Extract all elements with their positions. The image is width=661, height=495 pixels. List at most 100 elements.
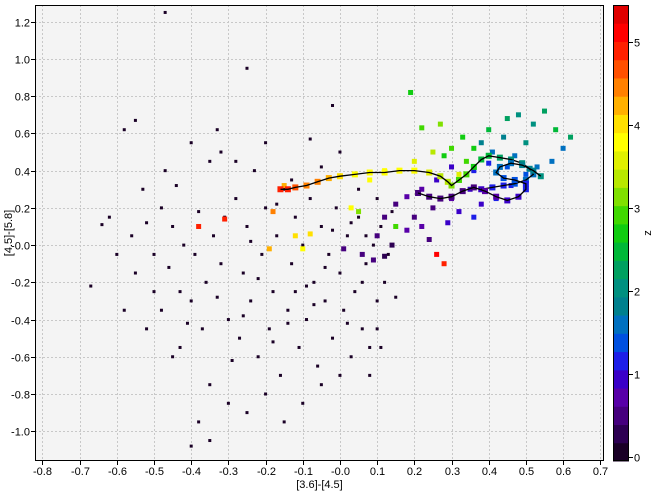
track-point <box>537 173 544 180</box>
colorbar-tick-label: 2 <box>634 287 640 299</box>
field-point <box>301 401 305 405</box>
x-tick-label: -0.5 <box>145 466 164 478</box>
colored-point <box>222 216 228 222</box>
field-point <box>212 234 216 238</box>
field-point <box>371 243 375 247</box>
y-tick-label: -0.4 <box>11 316 30 328</box>
colorbar-band <box>613 260 629 280</box>
colored-point <box>437 121 443 127</box>
colorbar-band <box>613 187 629 207</box>
track-line <box>417 162 542 202</box>
field-point <box>275 234 279 238</box>
colorbar-band <box>613 315 629 334</box>
field-point <box>252 169 256 173</box>
colored-point <box>523 140 529 146</box>
colored-point <box>456 209 462 215</box>
colorbar-band <box>613 333 629 353</box>
colored-point <box>445 220 451 226</box>
field-point <box>386 252 390 256</box>
field-point <box>197 210 201 214</box>
field-point <box>349 355 353 359</box>
field-point <box>163 169 167 173</box>
field-point <box>245 224 249 228</box>
field-point <box>238 336 242 340</box>
colorbar-band <box>613 41 629 61</box>
field-point <box>375 299 379 303</box>
tracks <box>277 152 544 204</box>
field-point <box>167 265 171 269</box>
x-tick-label: 0.7 <box>593 466 608 478</box>
field-point <box>264 392 268 396</box>
field-point <box>345 321 349 325</box>
y-tick-label: 1.2 <box>15 18 30 30</box>
x-tick-label: -0.8 <box>33 466 52 478</box>
colored-point <box>486 160 492 166</box>
field-point <box>241 271 245 275</box>
field-point <box>353 290 357 294</box>
colorbar-band <box>613 278 629 298</box>
colorbar-band <box>613 406 629 426</box>
field-point <box>152 252 156 256</box>
field-point <box>394 295 398 299</box>
field-point <box>323 265 327 269</box>
colored-point <box>471 145 477 151</box>
field-point <box>379 224 383 228</box>
field-point <box>271 290 275 294</box>
colorbar-band <box>613 169 629 188</box>
colored-point <box>463 158 469 164</box>
colorbar-band <box>613 5 629 24</box>
field-point <box>364 262 368 266</box>
colored-point <box>434 251 440 257</box>
field-point <box>249 239 253 243</box>
colored-point <box>530 121 536 127</box>
colored-point <box>426 237 432 243</box>
field-point <box>375 327 379 331</box>
field-point <box>293 215 297 219</box>
colored-point <box>512 153 518 159</box>
field-point <box>338 150 342 154</box>
colorbar-tick-label: 4 <box>634 121 640 133</box>
colorbar-band <box>613 150 629 170</box>
colored-point <box>504 164 510 170</box>
colored-point <box>419 223 425 229</box>
field-point <box>163 10 167 14</box>
field-point <box>390 210 394 214</box>
colorbar-band <box>613 369 629 389</box>
x-axis-title: [3.6]-[4.5] <box>296 479 342 491</box>
colorbar-band <box>613 442 629 462</box>
y-tick-label: -0.0 <box>11 241 30 253</box>
plot-frame <box>35 5 604 461</box>
x-tick-label: 0.5 <box>519 466 534 478</box>
field-point <box>204 280 208 284</box>
colored-point <box>419 186 425 192</box>
colorbar-title: z <box>642 230 654 236</box>
field-point <box>316 364 320 368</box>
field-point <box>219 262 223 266</box>
field-point <box>182 243 186 247</box>
field-point <box>174 184 178 188</box>
colorbar-band <box>613 59 629 79</box>
colorbar-tick-label: 0 <box>634 453 640 465</box>
colorbar-axis: 0 1 2 3 4 5 <box>629 38 640 465</box>
y-tick-label: -0.6 <box>11 353 30 365</box>
field-point <box>226 401 230 405</box>
y-tick-label: 0.6 <box>15 129 30 141</box>
field-point <box>152 290 156 294</box>
colored-point <box>281 183 287 189</box>
field-point <box>264 206 268 210</box>
colored-point <box>441 153 447 159</box>
colorbar-band <box>613 132 629 152</box>
field-point <box>304 284 308 288</box>
x-tick-label: -0.2 <box>257 466 276 478</box>
colored-point <box>560 145 566 151</box>
field-point <box>256 355 260 359</box>
field-point <box>185 321 189 325</box>
colorbar-band <box>613 351 629 371</box>
x-tick-label: 0.6 <box>556 466 571 478</box>
colored-point <box>408 89 414 95</box>
field-point <box>145 221 149 225</box>
x-tick-label: -0.6 <box>108 466 127 478</box>
colored-point <box>341 246 347 252</box>
field-point <box>375 197 379 201</box>
field-point <box>304 318 308 322</box>
